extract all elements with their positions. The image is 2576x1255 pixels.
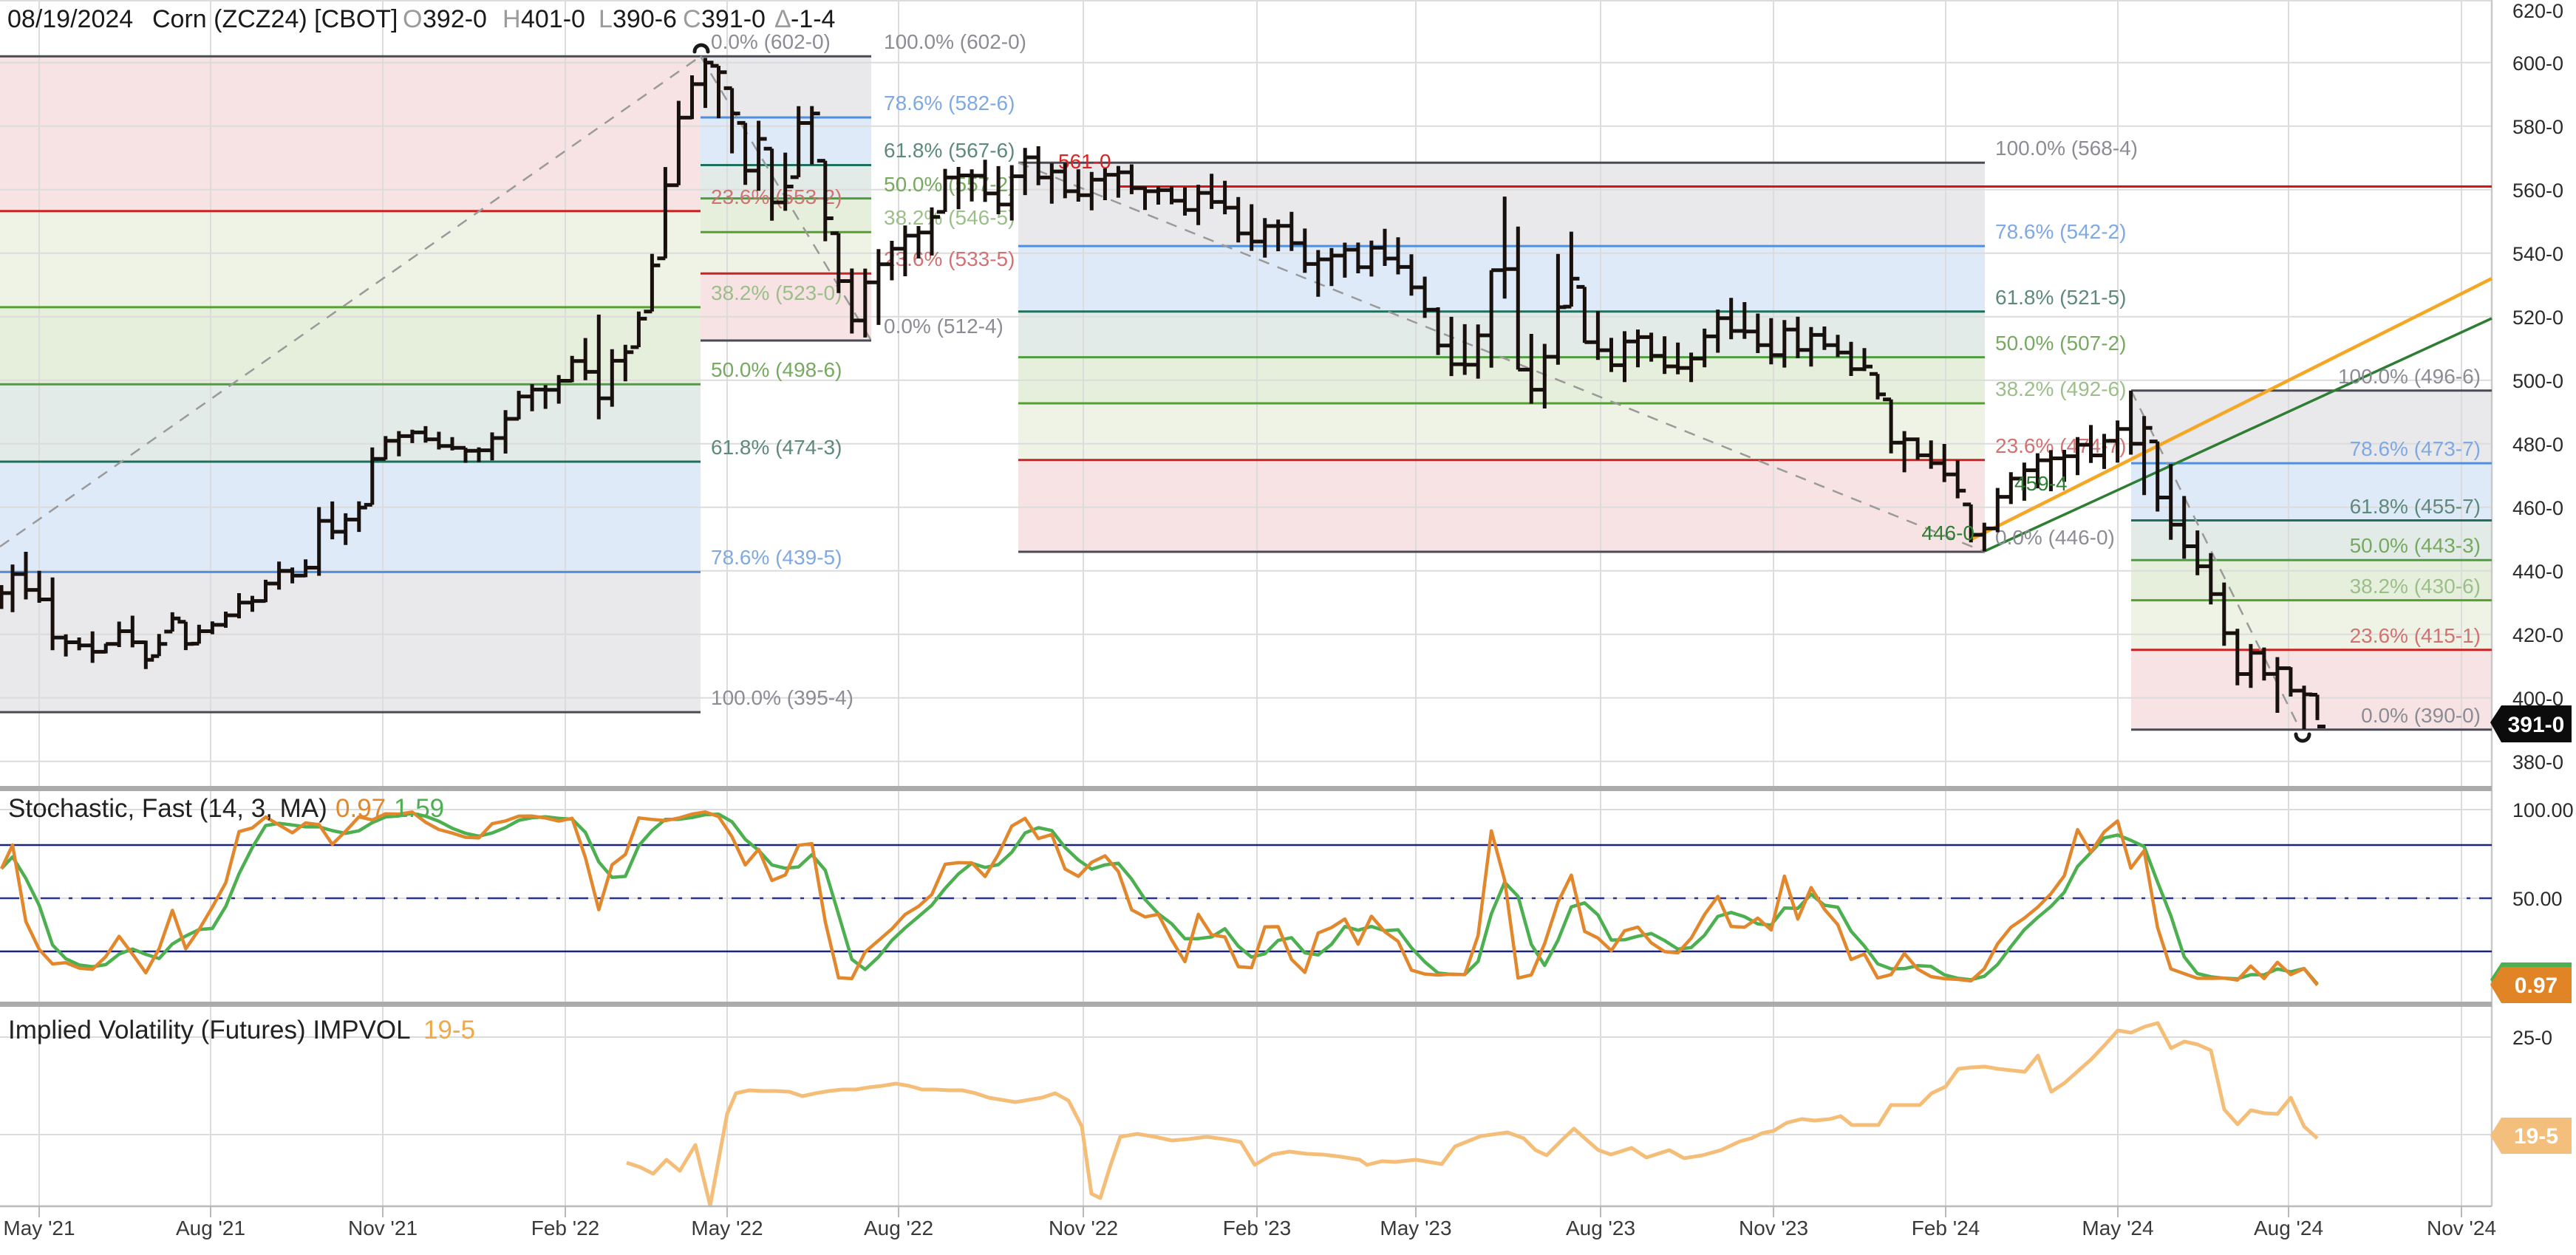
svg-text:-1-4: -1-4 bbox=[791, 5, 835, 33]
svg-text:38.2% (546-5): 38.2% (546-5) bbox=[884, 206, 1015, 229]
svg-text:38.2% (492-6): 38.2% (492-6) bbox=[1995, 377, 2126, 400]
svg-text:420-0: 420-0 bbox=[2512, 624, 2563, 646]
svg-text:61.8% (455-7): 61.8% (455-7) bbox=[2350, 495, 2481, 518]
svg-text:L: L bbox=[599, 5, 613, 33]
svg-text:61.8% (474-3): 61.8% (474-3) bbox=[711, 436, 842, 459]
svg-text:540-0: 540-0 bbox=[2512, 243, 2563, 265]
svg-text:100.0% (395-4): 100.0% (395-4) bbox=[711, 686, 853, 709]
svg-text:O: O bbox=[403, 5, 422, 33]
svg-text:50.0% (443-3): 50.0% (443-3) bbox=[2350, 534, 2481, 557]
svg-text:23.6% (474-7): 23.6% (474-7) bbox=[1995, 434, 2126, 457]
svg-text:600-0: 600-0 bbox=[2512, 52, 2563, 75]
svg-text:459-4: 459-4 bbox=[2014, 472, 2068, 495]
svg-text:May '24: May '24 bbox=[2082, 1217, 2153, 1239]
svg-text:392-0: 392-0 bbox=[423, 5, 487, 33]
svg-text:Nov '21: Nov '21 bbox=[348, 1217, 418, 1239]
svg-text:100.0% (602-0): 100.0% (602-0) bbox=[884, 30, 1026, 53]
svg-text:391-0: 391-0 bbox=[2508, 713, 2565, 737]
svg-text:Feb '24: Feb '24 bbox=[1912, 1217, 1980, 1239]
svg-text:100.0% (568-4): 100.0% (568-4) bbox=[1995, 137, 2138, 160]
svg-text:25-0: 25-0 bbox=[2512, 1027, 2552, 1049]
svg-text:Nov '22: Nov '22 bbox=[1049, 1217, 1118, 1239]
svg-text:May '21: May '21 bbox=[3, 1217, 75, 1239]
svg-text:23.6% (553-2): 23.6% (553-2) bbox=[711, 185, 842, 208]
svg-text:Feb '23: Feb '23 bbox=[1223, 1217, 1292, 1239]
svg-text:0.0% (602-0): 0.0% (602-0) bbox=[711, 30, 831, 53]
svg-text:50.0% (507-2): 50.0% (507-2) bbox=[1995, 332, 2126, 355]
svg-text:561-0: 561-0 bbox=[1058, 150, 1111, 173]
svg-text:0.0% (446-0): 0.0% (446-0) bbox=[1995, 526, 2115, 549]
svg-text:401-0: 401-0 bbox=[521, 5, 585, 33]
svg-text:Corn (ZCZ24) [CBOT]: Corn (ZCZ24) [CBOT] bbox=[152, 5, 398, 33]
svg-text:391-0: 391-0 bbox=[701, 5, 766, 33]
svg-text:C: C bbox=[683, 5, 701, 33]
svg-text:440-0: 440-0 bbox=[2512, 561, 2563, 583]
svg-text:61.8% (521-5): 61.8% (521-5) bbox=[1995, 286, 2126, 309]
svg-text:May '23: May '23 bbox=[1380, 1217, 1451, 1239]
svg-text:23.6% (415-1): 23.6% (415-1) bbox=[2350, 624, 2481, 647]
svg-text:480-0: 480-0 bbox=[2512, 434, 2563, 456]
svg-text:100.00: 100.00 bbox=[2512, 799, 2574, 821]
svg-text:Δ: Δ bbox=[774, 5, 791, 33]
svg-text:Aug '21: Aug '21 bbox=[176, 1217, 245, 1239]
svg-text:78.6% (542-2): 78.6% (542-2) bbox=[1995, 220, 2126, 243]
svg-text:620-0: 620-0 bbox=[2512, 0, 2563, 22]
svg-text:390-6: 390-6 bbox=[613, 5, 677, 33]
svg-text:38.2% (523-0): 38.2% (523-0) bbox=[711, 281, 842, 304]
svg-text:Aug '23: Aug '23 bbox=[1566, 1217, 1635, 1239]
svg-text:520-0: 520-0 bbox=[2512, 307, 2563, 329]
svg-text:460-0: 460-0 bbox=[2512, 497, 2563, 519]
svg-text:19-5: 19-5 bbox=[2514, 1124, 2558, 1149]
svg-text:Stochastic, Fast (14, 3, MA): Stochastic, Fast (14, 3, MA) bbox=[8, 794, 327, 823]
svg-text:50.00: 50.00 bbox=[2512, 888, 2563, 910]
svg-text:Aug '24: Aug '24 bbox=[2254, 1217, 2323, 1239]
svg-text:0.97: 0.97 bbox=[335, 794, 386, 823]
svg-text:78.6% (439-5): 78.6% (439-5) bbox=[711, 546, 842, 569]
svg-text:08/19/2024: 08/19/2024 bbox=[7, 5, 133, 33]
svg-text:78.6% (582-6): 78.6% (582-6) bbox=[884, 92, 1015, 114]
svg-text:Aug '22: Aug '22 bbox=[864, 1217, 933, 1239]
svg-text:500-0: 500-0 bbox=[2512, 370, 2563, 392]
svg-text:100.0% (496-6): 100.0% (496-6) bbox=[2338, 365, 2481, 388]
svg-text:1.59: 1.59 bbox=[394, 794, 444, 823]
svg-text:61.8% (567-6): 61.8% (567-6) bbox=[884, 139, 1015, 162]
svg-text:Implied Volatility (Futures) I: Implied Volatility (Futures) IMPVOL bbox=[8, 1016, 411, 1044]
svg-text:Feb '22: Feb '22 bbox=[531, 1217, 600, 1239]
svg-text:50.0% (498-6): 50.0% (498-6) bbox=[711, 358, 842, 381]
svg-text:38.2% (430-6): 38.2% (430-6) bbox=[2350, 575, 2481, 598]
svg-text:19-5: 19-5 bbox=[423, 1016, 475, 1044]
svg-text:0.0% (390-0): 0.0% (390-0) bbox=[2361, 704, 2481, 727]
svg-text:Nov '23: Nov '23 bbox=[1739, 1217, 1808, 1239]
svg-text:560-0: 560-0 bbox=[2512, 179, 2563, 202]
svg-text:0.0% (512-4): 0.0% (512-4) bbox=[884, 315, 1004, 338]
svg-text:78.6% (473-7): 78.6% (473-7) bbox=[2350, 437, 2481, 460]
svg-text:446-0: 446-0 bbox=[1921, 522, 1974, 544]
svg-text:580-0: 580-0 bbox=[2512, 116, 2563, 138]
svg-text:Nov '24: Nov '24 bbox=[2427, 1217, 2496, 1239]
svg-text:H: H bbox=[502, 5, 521, 33]
svg-text:May '22: May '22 bbox=[691, 1217, 763, 1239]
svg-text:380-0: 380-0 bbox=[2512, 751, 2563, 773]
svg-text:0.97: 0.97 bbox=[2515, 974, 2558, 998]
